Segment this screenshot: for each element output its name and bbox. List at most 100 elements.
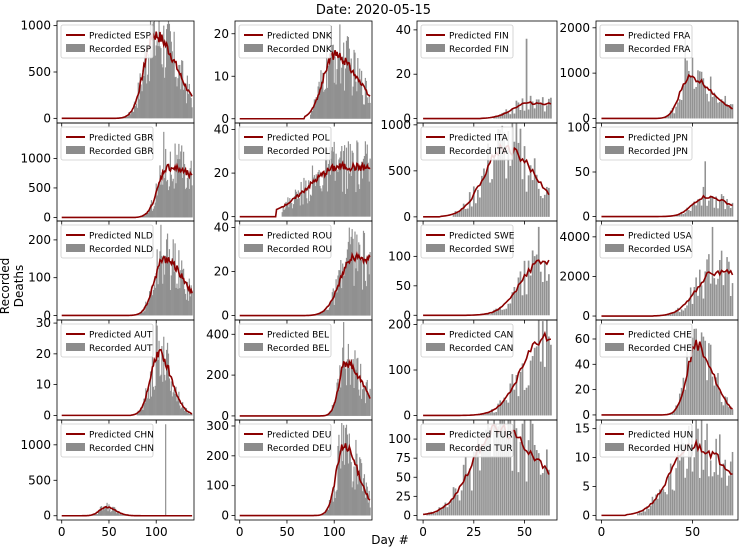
y-tick-label: 0 xyxy=(43,308,51,322)
recorded-bar xyxy=(503,397,506,416)
y-tick-label: 0 xyxy=(403,508,411,522)
recorded-bar xyxy=(368,95,370,119)
y-tick-label: 20 xyxy=(396,67,411,81)
legend-recorded-label: Recorded ESP xyxy=(89,45,152,55)
recorded-bar xyxy=(165,380,167,416)
recorded-bar xyxy=(446,507,449,516)
recorded-bar xyxy=(109,509,111,516)
recorded-bar xyxy=(353,466,355,516)
recorded-bar xyxy=(170,41,172,119)
recorded-bar xyxy=(159,251,161,316)
recorded-bar xyxy=(328,53,331,119)
recorded-bar xyxy=(151,210,154,218)
recorded-bar xyxy=(689,287,692,317)
recorded-bar xyxy=(688,363,690,415)
recorded-bar xyxy=(499,307,502,316)
recorded-bar xyxy=(187,173,189,218)
y-tick-label: 200 xyxy=(28,233,51,247)
recorded-bar xyxy=(713,92,716,119)
recorded-bar xyxy=(499,420,502,516)
legend-recorded-label: Recorded BEL xyxy=(267,344,329,354)
recorded-bar xyxy=(713,278,716,317)
recorded-bar xyxy=(344,90,346,119)
legend-recorded-label: Recorded USA xyxy=(628,245,693,255)
recorded-bar xyxy=(352,86,354,119)
recorded-bar xyxy=(168,186,171,218)
recorded-bar xyxy=(157,284,159,316)
recorded-bar xyxy=(293,196,296,217)
subplot-usa: 0 2000 4000 Predicted USA Recorded USA xyxy=(559,220,739,324)
recorded-bar xyxy=(187,94,189,119)
recorded-bar xyxy=(519,271,522,316)
legend-recorded-label: Recorded CHE xyxy=(628,344,692,354)
recorded-bar xyxy=(354,231,356,316)
recorded-bar xyxy=(158,267,160,316)
y-tick-label: 300 xyxy=(206,419,229,433)
recorded-bar xyxy=(525,481,528,516)
recorded-bar xyxy=(169,31,171,119)
recorded-bars xyxy=(452,123,550,217)
recorded-bar xyxy=(317,314,319,316)
subplot-chn: 0 500 1000 0 50 100 Predicted CHN Recorded CHN xyxy=(20,419,195,539)
predicted-line xyxy=(61,505,193,517)
recorded-bar xyxy=(487,143,489,217)
recorded-bar xyxy=(682,310,685,317)
y-tick-label: 500 xyxy=(28,65,51,79)
recorded-bar xyxy=(691,203,694,217)
recorded-bar xyxy=(361,463,363,516)
recorded-bar xyxy=(699,477,701,516)
recorded-bar xyxy=(185,103,188,119)
recorded-bar xyxy=(298,198,300,217)
recorded-bar xyxy=(497,115,500,119)
recorded-bar xyxy=(346,36,349,119)
recorded-bar xyxy=(369,507,371,516)
recorded-bar xyxy=(697,199,699,217)
recorded-bar xyxy=(148,212,150,218)
legend-recorded-label: Recorded ITA xyxy=(449,147,509,157)
recorded-bar xyxy=(722,285,725,317)
recorded-bar xyxy=(728,475,730,516)
legend-recorded-label: Recorded JPN xyxy=(628,147,688,157)
recorded-bars xyxy=(669,161,734,217)
recorded-bar xyxy=(330,150,332,217)
recorded-bar xyxy=(666,116,668,119)
recorded-bar xyxy=(349,65,351,119)
recorded-bar xyxy=(101,510,103,516)
recorded-bar xyxy=(164,374,166,416)
recorded-bar xyxy=(181,145,183,218)
y-tick-label: 1000 xyxy=(20,19,51,33)
recorded-bar xyxy=(182,60,184,119)
subplot-nld: 0 100 200 Predicted NLD Recorded NLD xyxy=(28,220,195,324)
recorded-bar xyxy=(362,478,365,516)
recorded-bar xyxy=(699,198,701,217)
recorded-bar xyxy=(181,260,183,316)
recorded-bar xyxy=(168,23,171,119)
recorded-bar xyxy=(355,439,357,516)
recorded-bar xyxy=(323,310,325,316)
recorded-bar xyxy=(489,182,491,217)
recorded-bar xyxy=(347,37,349,119)
recorded-bar xyxy=(348,48,350,119)
recorded-bar xyxy=(166,24,169,119)
recorded-bar xyxy=(117,511,120,516)
recorded-bar xyxy=(127,116,129,119)
recorded-bar xyxy=(713,472,716,516)
recorded-bar xyxy=(726,199,728,217)
recorded-bar xyxy=(361,161,363,217)
recorded-bar xyxy=(354,350,356,416)
legend: Predicted TUR Recorded TUR xyxy=(420,423,514,458)
recorded-bar xyxy=(527,175,530,217)
recorded-bar xyxy=(519,128,522,217)
y-tick-label: 0 xyxy=(403,308,411,322)
recorded-bar xyxy=(495,424,497,516)
recorded-bar xyxy=(678,460,681,516)
recorded-bar xyxy=(106,502,108,516)
recorded-bar xyxy=(319,185,321,217)
y-tick-label: 50 xyxy=(396,470,411,484)
recorded-bar xyxy=(355,369,357,416)
axes-frame xyxy=(56,419,195,521)
recorded-bar xyxy=(152,289,154,316)
recorded-bar xyxy=(151,295,154,316)
recorded-bar xyxy=(535,254,538,316)
recorded-bar xyxy=(640,512,643,516)
